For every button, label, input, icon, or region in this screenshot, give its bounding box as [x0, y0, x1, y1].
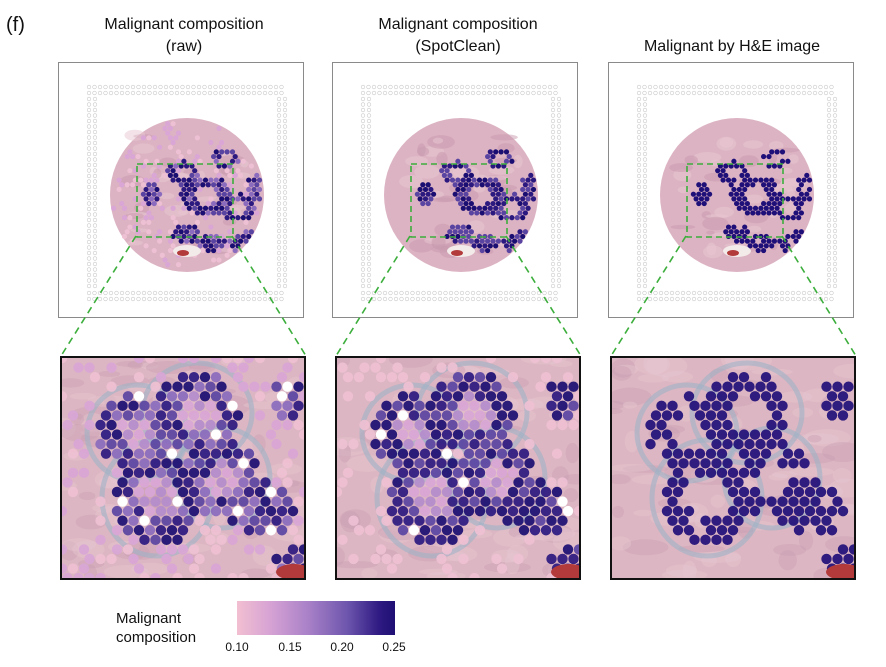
- zoom-panel-he: [610, 356, 856, 580]
- zoom-panel-raw: [60, 356, 306, 580]
- legend-title-line2: composition: [116, 629, 197, 646]
- column-title-spotclean-line2: (SpotClean): [415, 38, 501, 55]
- legend-tick-3: 0.20: [330, 640, 354, 654]
- legend-tick-4: 0.25: [382, 640, 406, 654]
- column-title-spotclean: Malignant composition (SpotClean): [338, 14, 578, 58]
- legend-tick-2: 0.15: [278, 640, 302, 654]
- overview-panel-he: [608, 62, 854, 318]
- zoom-panel-spotclean: [335, 356, 581, 580]
- overview-panel-spotclean: [332, 62, 578, 318]
- panel-label: (f): [6, 14, 25, 36]
- column-title-raw: Malignant composition (raw): [64, 14, 304, 58]
- column-title-he-line1: Malignant by H&E image: [643, 38, 821, 55]
- legend-colorbar: [237, 601, 395, 635]
- overview-panel-raw: [58, 62, 304, 318]
- legend-title-line1: Malignant: [116, 610, 182, 627]
- column-title-spotclean-line1: Malignant composition: [378, 16, 538, 33]
- legend-tick-1: 0.10: [225, 640, 249, 654]
- column-title-raw-line1: Malignant composition: [104, 16, 264, 33]
- column-title-raw-line2: (raw): [165, 38, 203, 55]
- legend-title: Malignant composition: [116, 609, 196, 647]
- column-title-he: Malignant by H&E image: [612, 36, 852, 58]
